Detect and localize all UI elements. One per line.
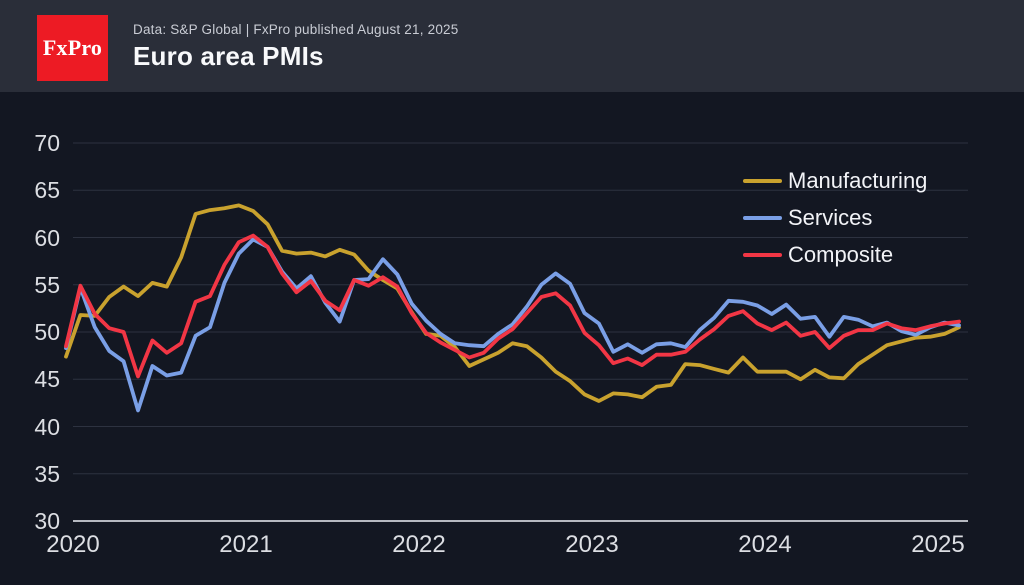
fxpro-logo-text: FxPro xyxy=(42,35,103,60)
legend-item-composite[interactable]: Composite xyxy=(743,240,893,270)
x-axis-label-2021: 2021 xyxy=(219,531,273,558)
fxpro-logo: FxPro xyxy=(37,15,108,81)
x-axis-label-2022: 2022 xyxy=(392,531,446,558)
legend-swatch-manufacturing xyxy=(743,178,782,184)
series-line-composite xyxy=(64,233,961,379)
data-source-caption: Data: S&P Global | FxPro published Augus… xyxy=(133,22,459,37)
x-axis-label-2024: 2024 xyxy=(738,531,792,558)
x-axis-label-2020: 2020 xyxy=(46,531,100,558)
legend-label-services: Services xyxy=(788,205,873,230)
chart-title: Euro area PMIs xyxy=(133,41,324,71)
legend-item-manufacturing[interactable]: Manufacturing xyxy=(743,166,927,196)
y-axis-label-40: 40 xyxy=(34,413,60,440)
y-axis-label-65: 65 xyxy=(34,177,60,204)
series-line-manufacturing xyxy=(64,203,961,403)
y-axis-label-60: 60 xyxy=(34,224,60,251)
y-axis-label-35: 35 xyxy=(34,460,60,487)
y-axis-label-50: 50 xyxy=(34,319,60,345)
header-bar: FxPro Data: S&P Global | FxPro published… xyxy=(0,0,1024,92)
y-axis-label-30: 30 xyxy=(34,508,60,534)
x-axis-label-2025: 2025 xyxy=(911,531,965,558)
legend-swatch-services xyxy=(743,215,782,221)
x-axis-label-2023: 2023 xyxy=(565,531,619,558)
legend-swatch-composite xyxy=(743,252,782,258)
y-axis-label-45: 45 xyxy=(34,366,60,393)
legend-label-manufacturing: Manufacturing xyxy=(788,168,928,193)
series-line-services xyxy=(64,237,961,413)
legend-item-services[interactable]: Services xyxy=(743,203,872,233)
y-axis-label-70: 70 xyxy=(34,130,60,156)
y-axis-label-55: 55 xyxy=(34,271,60,298)
legend-label-composite: Composite xyxy=(788,242,894,267)
